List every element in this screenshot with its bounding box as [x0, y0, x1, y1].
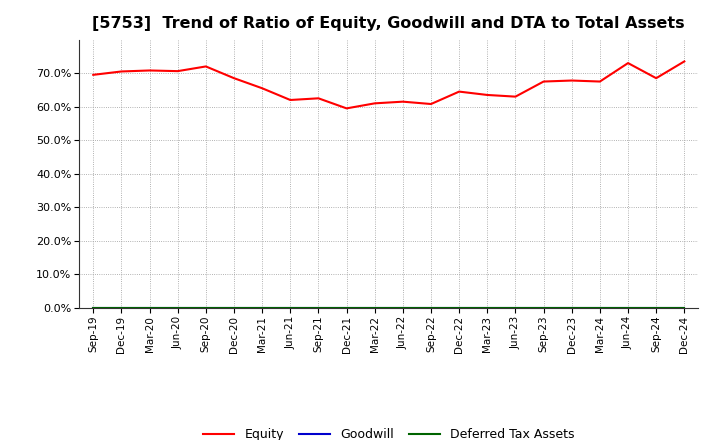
Goodwill	[483, 305, 492, 311]
Deferred Tax Assets	[511, 305, 520, 311]
Goodwill	[258, 305, 266, 311]
Equity	[117, 69, 126, 74]
Equity	[567, 78, 576, 83]
Equity	[455, 89, 464, 94]
Goodwill	[511, 305, 520, 311]
Goodwill	[230, 305, 238, 311]
Deferred Tax Assets	[117, 305, 126, 311]
Goodwill	[427, 305, 436, 311]
Deferred Tax Assets	[145, 305, 154, 311]
Deferred Tax Assets	[258, 305, 266, 311]
Deferred Tax Assets	[455, 305, 464, 311]
Goodwill	[539, 305, 548, 311]
Goodwill	[399, 305, 408, 311]
Equity	[342, 106, 351, 111]
Equity	[624, 60, 632, 66]
Equity	[539, 79, 548, 84]
Goodwill	[455, 305, 464, 311]
Legend: Equity, Goodwill, Deferred Tax Assets: Equity, Goodwill, Deferred Tax Assets	[203, 428, 575, 440]
Line: Equity: Equity	[94, 62, 684, 108]
Deferred Tax Assets	[595, 305, 604, 311]
Equity	[483, 92, 492, 98]
Goodwill	[567, 305, 576, 311]
Goodwill	[117, 305, 126, 311]
Deferred Tax Assets	[202, 305, 210, 311]
Deferred Tax Assets	[427, 305, 436, 311]
Deferred Tax Assets	[89, 305, 98, 311]
Deferred Tax Assets	[652, 305, 660, 311]
Goodwill	[680, 305, 688, 311]
Deferred Tax Assets	[230, 305, 238, 311]
Goodwill	[174, 305, 182, 311]
Equity	[89, 72, 98, 77]
Goodwill	[145, 305, 154, 311]
Goodwill	[202, 305, 210, 311]
Equity	[370, 101, 379, 106]
Goodwill	[314, 305, 323, 311]
Deferred Tax Assets	[567, 305, 576, 311]
Goodwill	[286, 305, 294, 311]
Equity	[202, 64, 210, 69]
Deferred Tax Assets	[624, 305, 632, 311]
Equity	[427, 101, 436, 106]
Deferred Tax Assets	[680, 305, 688, 311]
Equity	[314, 95, 323, 101]
Goodwill	[342, 305, 351, 311]
Equity	[145, 68, 154, 73]
Equity	[258, 86, 266, 91]
Goodwill	[89, 305, 98, 311]
Goodwill	[652, 305, 660, 311]
Equity	[174, 69, 182, 74]
Equity	[652, 76, 660, 81]
Deferred Tax Assets	[314, 305, 323, 311]
Goodwill	[595, 305, 604, 311]
Goodwill	[624, 305, 632, 311]
Goodwill	[370, 305, 379, 311]
Deferred Tax Assets	[483, 305, 492, 311]
Equity	[595, 79, 604, 84]
Deferred Tax Assets	[286, 305, 294, 311]
Deferred Tax Assets	[174, 305, 182, 311]
Equity	[286, 97, 294, 103]
Equity	[680, 59, 688, 64]
Deferred Tax Assets	[342, 305, 351, 311]
Equity	[511, 94, 520, 99]
Deferred Tax Assets	[370, 305, 379, 311]
Equity	[399, 99, 408, 104]
Deferred Tax Assets	[539, 305, 548, 311]
Title: [5753]  Trend of Ratio of Equity, Goodwill and DTA to Total Assets: [5753] Trend of Ratio of Equity, Goodwil…	[92, 16, 685, 32]
Equity	[230, 76, 238, 81]
Deferred Tax Assets	[399, 305, 408, 311]
